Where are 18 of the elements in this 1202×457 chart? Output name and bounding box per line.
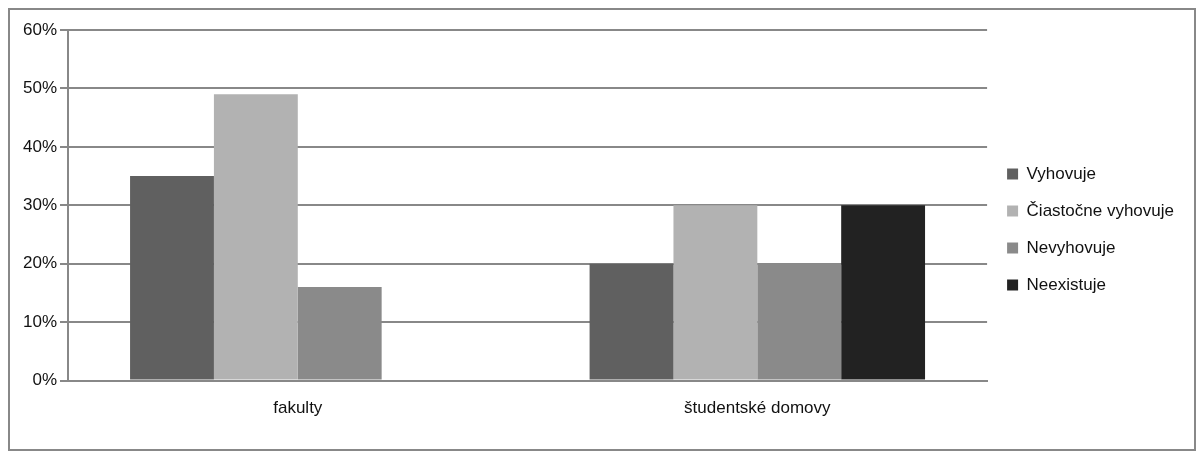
bar — [673, 205, 758, 380]
bar — [841, 205, 926, 380]
legend-label: Neexistuje — [1026, 274, 1106, 294]
y-tick-label: 0% — [32, 370, 58, 390]
y-tick-label: 40% — [22, 136, 58, 156]
y-tick-label: 20% — [22, 253, 58, 273]
legend-label: Nevyhovuje — [1026, 237, 1116, 257]
y-tick-label: 30% — [22, 194, 58, 214]
y-tick-label: 10% — [22, 311, 58, 331]
bar — [213, 94, 298, 380]
x-tick-label: fakulty — [273, 398, 323, 418]
legend-label: Vyhovuje — [1026, 163, 1096, 183]
bar — [130, 176, 214, 380]
y-tick-label: 60% — [22, 19, 58, 39]
y-tick-label: 50% — [22, 78, 58, 98]
bar — [589, 263, 674, 380]
legend-label: Čiastočne vyhovuje — [1026, 200, 1175, 220]
x-tick-label: študentské domovy — [684, 398, 832, 418]
